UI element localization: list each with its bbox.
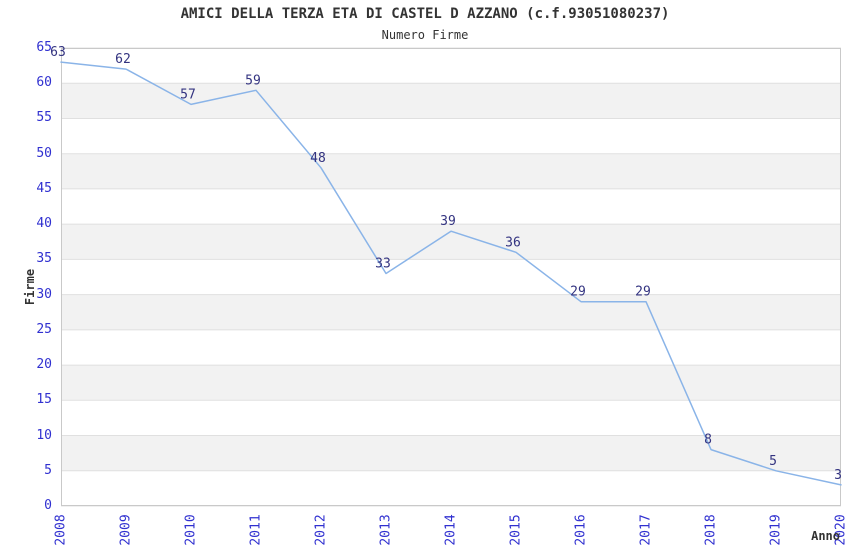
chart-canvas: 63 62 57 59 48 33 39 36 29 29 8 5 3 [50,45,842,507]
y-tick-label: 45 [36,180,52,196]
y-tick-label: 55 [36,110,52,126]
data-point-label: 29 [570,285,586,300]
y-tick-label: 60 [36,75,52,91]
data-point-label: 33 [375,257,391,272]
data-point-label: 8 [704,433,712,448]
x-axis-title: Anno [811,529,840,543]
grid-band [61,153,841,189]
y-tick-label: 5 [44,462,52,478]
data-point-label: 48 [310,151,326,166]
grid-band [61,435,841,471]
x-tick-label: 2010 [183,514,199,546]
data-point-label: 59 [245,73,261,88]
data-point-label: 39 [440,214,456,229]
grid-band [61,294,841,330]
x-tick-label: 2015 [508,514,524,546]
x-tick-label: 2009 [118,514,134,546]
y-tick-label: 20 [36,357,52,373]
data-point-label: 29 [635,285,651,300]
plot-area: 63 62 57 59 48 33 39 36 29 29 8 5 3 [50,45,842,507]
x-tick-label: 2016 [573,514,589,546]
chart-title: AMICI DELLA TERZA ETA DI CASTEL D AZZANO… [180,6,670,22]
x-tick-label: 2014 [443,514,459,546]
y-tick-label: 0 [44,498,52,513]
data-point-label: 3 [834,468,842,483]
grid-band [61,224,841,260]
data-point-label: 62 [115,52,131,67]
data-point-label: 36 [505,235,521,250]
grid-band [61,83,841,119]
y-tick-label: 65 [36,40,52,55]
line-series [60,61,842,486]
x-tick-label: 2008 [53,514,69,546]
plot-border [61,48,841,506]
chart-subtitle: Numero Firme [381,28,469,42]
x-tick-label: 2019 [768,514,784,546]
y-tick-label: 30 [36,286,52,302]
data-point-label: 57 [180,87,196,102]
grid-band [61,365,841,401]
y-tick-label: 40 [36,216,52,232]
data-point-label: 63 [50,45,66,60]
y-tick-label: 35 [36,251,52,267]
data-point-label: 5 [769,454,777,469]
y-tick-label: 15 [36,392,52,408]
x-tick-label: 2018 [703,514,719,546]
x-tick-label: 2011 [248,514,264,546]
x-tick-label: 2012 [313,514,329,546]
y-tick-label: 25 [36,321,52,337]
y-tick-label: 10 [36,427,52,443]
y-tick-label: 50 [36,145,52,161]
x-tick-label: 2013 [378,514,394,546]
x-tick-label: 2017 [638,514,654,546]
